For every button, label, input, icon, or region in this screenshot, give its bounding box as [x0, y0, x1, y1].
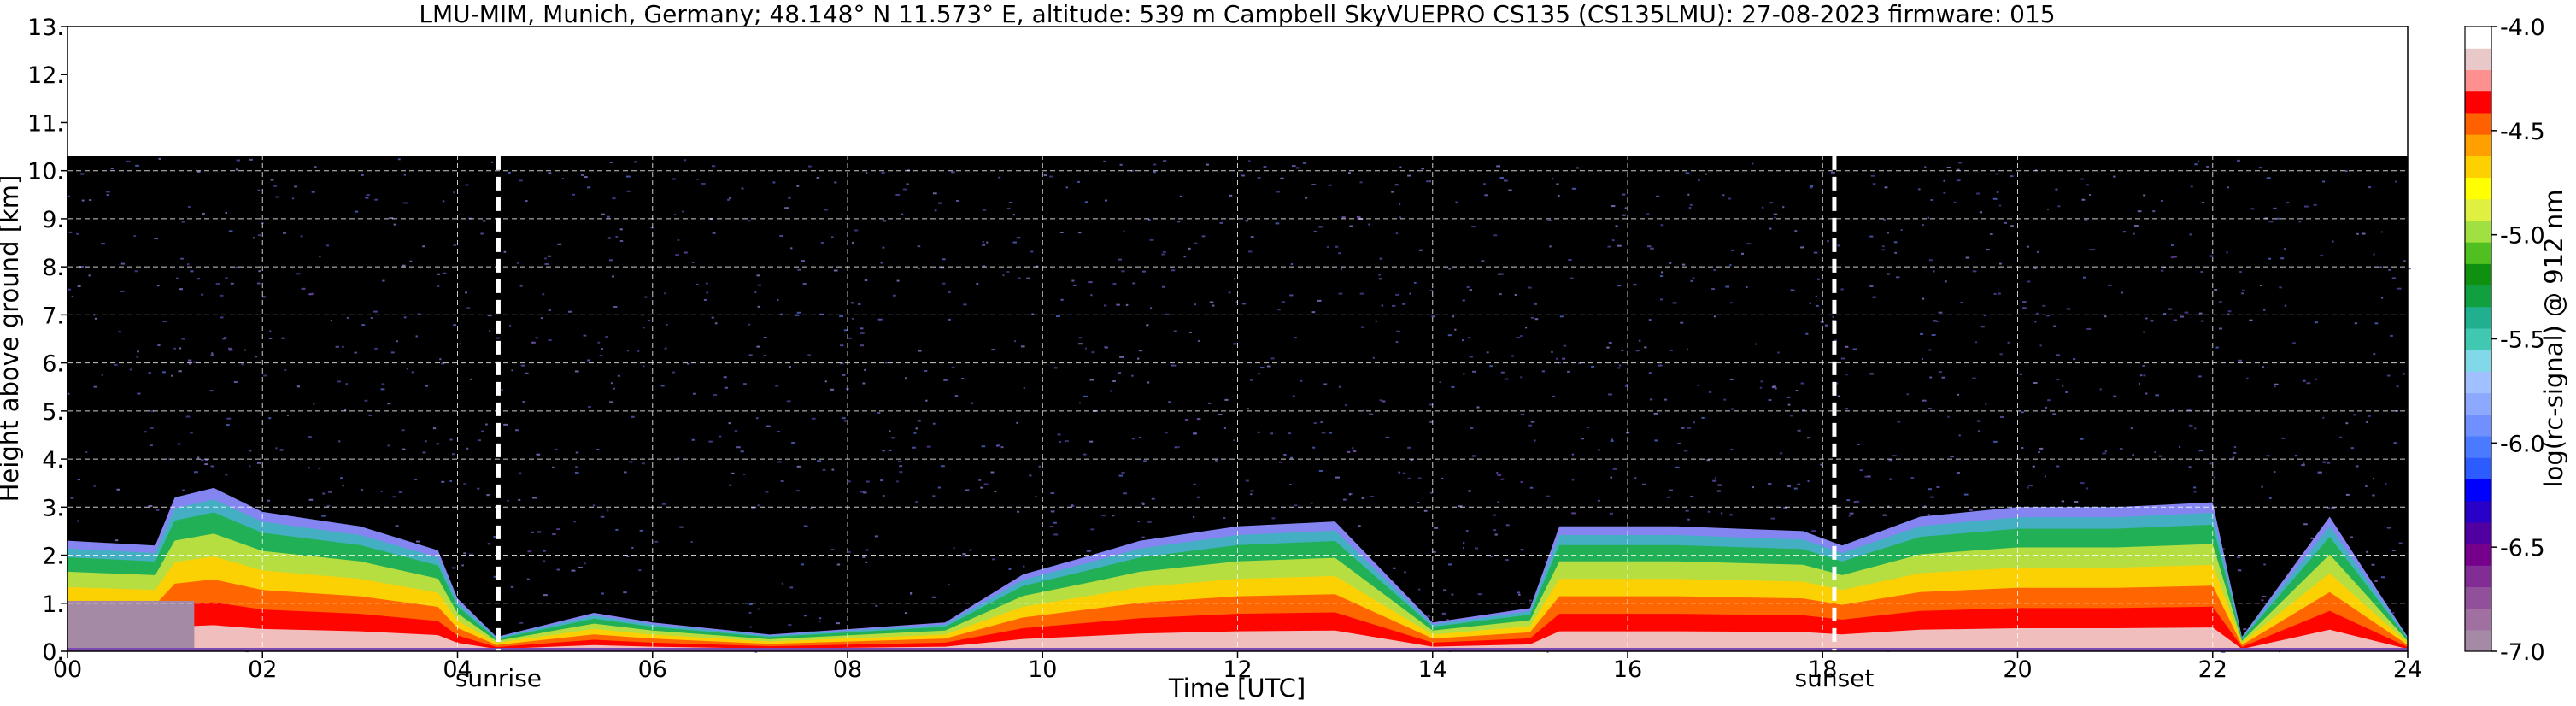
colorbar-segment — [2465, 285, 2491, 308]
colorbar-tick-label: -7.0 — [2500, 639, 2545, 666]
y-tick-label: 2. — [42, 544, 64, 570]
x-tick-label: 10 — [1028, 656, 1057, 683]
colorbar-segment — [2465, 565, 2491, 587]
x-tick-label: 22 — [2198, 656, 2227, 683]
x-tick-label: 00 — [53, 656, 82, 683]
colorbar-segment — [2465, 629, 2491, 652]
colorbar-segment — [2465, 220, 2491, 243]
y-tick-label: 11. — [27, 110, 64, 137]
residual-layer — [67, 600, 195, 651]
colorbar-segment — [2465, 263, 2491, 286]
x-tick-label: 08 — [833, 656, 862, 683]
x-tick-label: 24 — [2393, 656, 2422, 683]
y-tick-label: 6. — [42, 351, 64, 378]
colorbar-segment — [2465, 26, 2491, 49]
x-axis-label: Time [UTC] — [1168, 674, 1306, 703]
chart-title: LMU-MIM, Munich, Germany; 48.148° N 11.5… — [419, 0, 2055, 28]
colorbar-segment — [2465, 112, 2491, 135]
grid-lines — [67, 26, 2408, 651]
colorbar-segment — [2465, 134, 2491, 156]
x-axis: 00 02 04 06 08 10 12 14 16 18 20 22 24 — [53, 651, 2422, 683]
colorbar-segment — [2465, 91, 2491, 114]
y-tick-label: 12. — [27, 62, 64, 89]
colorbar: -4.0 -4.5 -5.0 -5.5 -6.0 -6.5 -7.0 — [2464, 15, 2545, 666]
ground-signal — [67, 648, 2408, 651]
annotation-label-sunrise: sunrise — [455, 664, 542, 692]
y-axis-label: Height above ground [km] — [0, 175, 24, 503]
colorbar-segment — [2465, 327, 2491, 350]
colorbar-label: log(rc-signal) @ 912 nm — [2539, 190, 2568, 488]
y-tick-label: 5. — [42, 399, 64, 426]
x-tick-label: 16 — [1613, 656, 1642, 683]
colorbar-tick-label: -5.5 — [2500, 327, 2545, 354]
colorbar-segment — [2465, 306, 2491, 329]
y-tick-label: 7. — [42, 303, 64, 329]
colorbar-tick-label: -5.0 — [2500, 223, 2545, 250]
colorbar-segment — [2465, 177, 2491, 200]
y-tick-label: 4. — [42, 447, 64, 474]
colorbar-segment — [2465, 435, 2491, 458]
sun-markers — [496, 156, 1837, 651]
colorbar-tick-label: -6.0 — [2500, 431, 2545, 457]
colorbar-tick-label: -6.5 — [2500, 535, 2545, 562]
colorbar-tick-label: -4.0 — [2500, 15, 2545, 41]
annotation-label-sunset: sunset — [1795, 664, 1875, 692]
colorbar-segment — [2465, 414, 2491, 437]
colorbar-segment — [2465, 500, 2491, 523]
y-tick-label: 13. — [27, 15, 64, 41]
colorbar-segment — [2465, 156, 2491, 179]
colorbar-segment — [2465, 392, 2491, 415]
colorbar-segment — [2465, 608, 2491, 631]
y-tick-label: 8. — [42, 255, 64, 281]
y-tick-label: 10. — [27, 159, 64, 185]
x-tick-label: 18 — [1808, 656, 1837, 683]
colorbar-segment — [2465, 457, 2491, 479]
colorbar-segment — [2465, 242, 2491, 264]
y-tick-label: 9. — [42, 207, 64, 233]
y-tick-label: 1. — [42, 591, 64, 618]
colorbar-segment — [2465, 479, 2491, 502]
colorbar-segment — [2465, 371, 2491, 394]
colorbar-segment — [2465, 48, 2491, 71]
x-tick-label: 02 — [248, 656, 277, 683]
colorbar-segment — [2465, 350, 2491, 372]
colorbar-segment — [2465, 543, 2491, 566]
x-tick-label: 20 — [2003, 656, 2032, 683]
x-tick-label: 06 — [638, 656, 667, 683]
colorbar-segment — [2465, 586, 2491, 609]
colorbar-tick-label: -4.5 — [2500, 119, 2545, 145]
y-tick-label: 3. — [42, 495, 64, 521]
colorbar-segment — [2465, 69, 2491, 92]
y-tick-label: 0. — [42, 639, 64, 666]
plot-area — [67, 26, 2411, 653]
x-tick-label: 12 — [1223, 656, 1252, 683]
x-tick-label: 14 — [1418, 656, 1447, 683]
y-axis: 0. 1. 2. 3. 4. 5. 6. 7. 8. 9. 10. 11. 12. 13. — [27, 15, 67, 666]
colorbar-segment — [2465, 521, 2491, 544]
colorbar-segment — [2465, 198, 2491, 221]
x-tick-label: 04 — [443, 656, 472, 683]
